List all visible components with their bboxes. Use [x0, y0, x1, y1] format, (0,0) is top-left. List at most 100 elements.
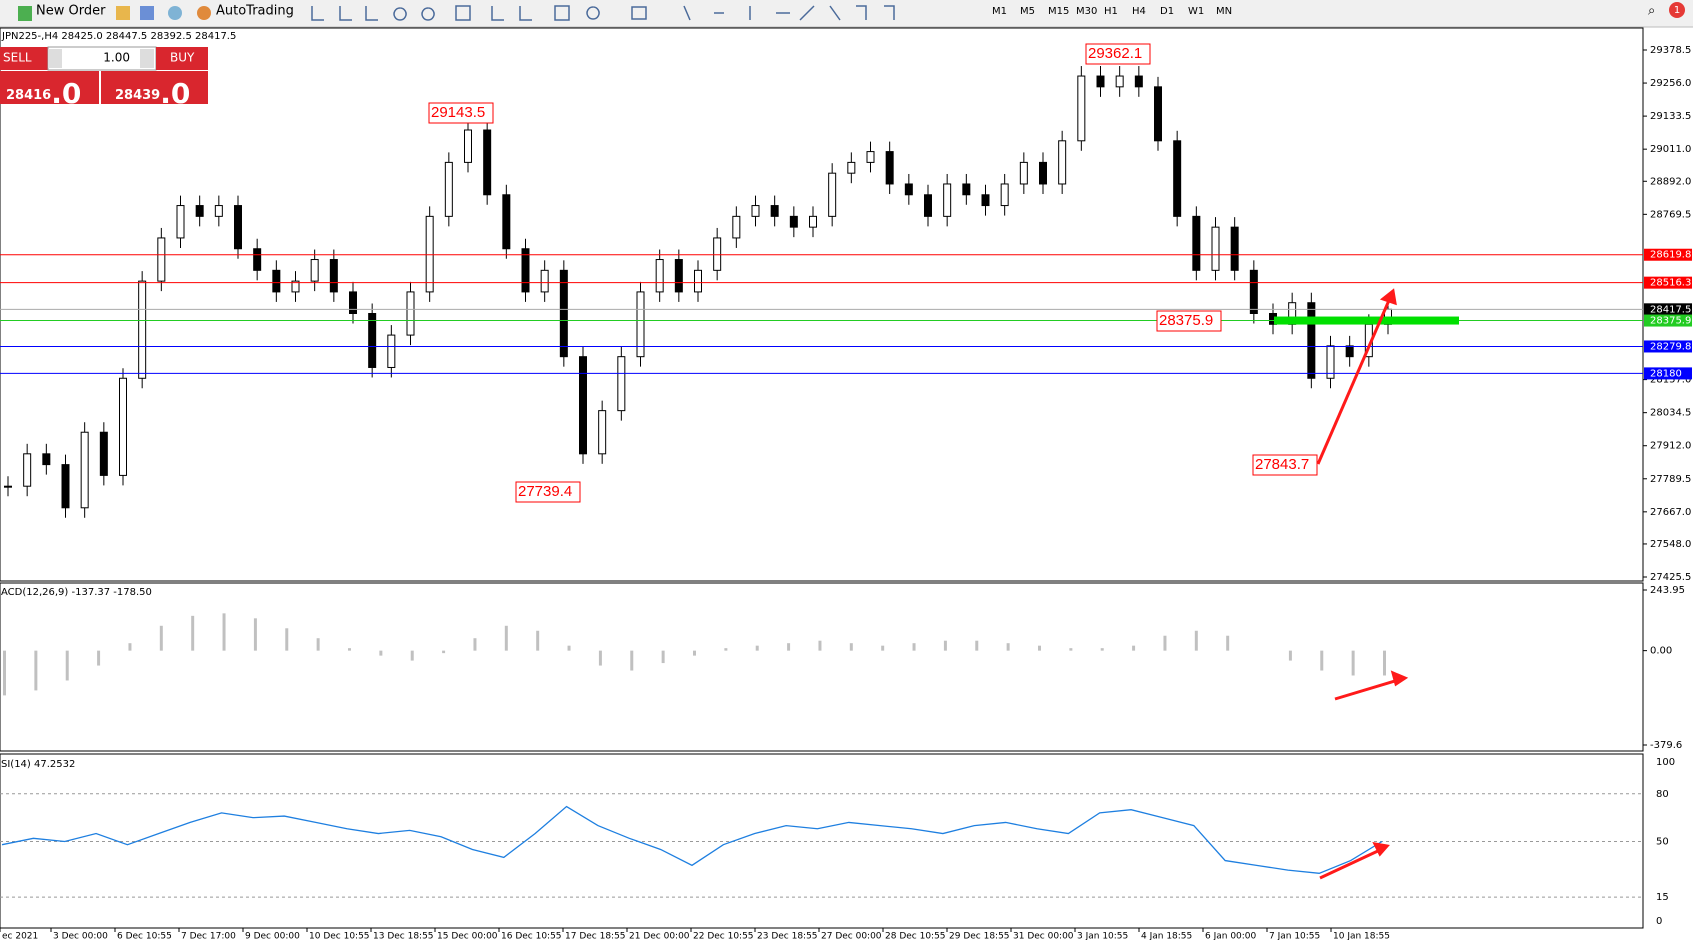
buy-label: BUY	[170, 51, 195, 65]
candle	[157, 237, 166, 282]
candle	[464, 129, 472, 163]
icon[interactable]	[116, 6, 130, 20]
timeframe-button[interactable]: W1	[1188, 6, 1204, 17]
candle	[521, 248, 530, 293]
price-annotation-box	[428, 102, 494, 124]
volume-up[interactable]	[140, 49, 154, 68]
candle	[1096, 75, 1105, 88]
candle	[636, 291, 645, 358]
candle	[176, 205, 185, 239]
candle	[1211, 226, 1220, 271]
bid-price: 28416.0	[6, 77, 81, 110]
y-tick-label: 28157.0	[1650, 375, 1691, 386]
drawings: 29362.1 29143.5 27739.4 28375.9 27843.7	[428, 43, 1459, 503]
price-annotation-box	[515, 481, 581, 503]
y-tick-label: 29256.0	[1650, 78, 1691, 89]
candle	[904, 183, 913, 196]
ask-large: .0	[160, 77, 190, 110]
time-label: 6 Jan 00:00	[1205, 932, 1257, 941]
macd-bar	[818, 640, 822, 651]
autotrading-button[interactable]: AutoTrading	[216, 4, 294, 19]
candle	[42, 453, 51, 466]
candle	[406, 291, 415, 336]
rsi-line	[1, 805, 1383, 874]
price-level-label: 28279.8	[1650, 341, 1691, 352]
candle	[694, 269, 702, 293]
timeframe-button[interactable]: M1	[992, 6, 1007, 17]
candle	[1192, 215, 1201, 271]
autotrading-icon[interactable]	[197, 6, 211, 20]
macd-bar	[1038, 645, 1041, 651]
macd-bar	[1132, 645, 1136, 651]
y-tick-label: 27548.0	[1650, 539, 1691, 550]
volume-input[interactable]	[47, 46, 157, 71]
y-tick-label: 15	[1656, 892, 1669, 903]
candle	[1000, 183, 1009, 207]
candle	[1019, 161, 1028, 185]
macd-bar	[1351, 650, 1355, 676]
candle	[579, 356, 587, 455]
y-tick-label: 28769.5	[1650, 209, 1691, 220]
timeframe-button[interactable]: D1	[1160, 6, 1174, 17]
candle	[809, 215, 817, 228]
y-tick-label: 29011.0	[1650, 144, 1691, 155]
timeframe-button[interactable]: M30	[1076, 6, 1097, 17]
price-level-label: 28417.5	[1650, 304, 1691, 315]
candle	[885, 151, 894, 185]
candle	[847, 161, 856, 174]
price-annotation-box	[1085, 43, 1151, 65]
time-label: 13 Dec 18:55	[373, 932, 434, 941]
alert-badge[interactable]	[1669, 2, 1685, 18]
timeframe-button[interactable]: M15	[1048, 6, 1069, 17]
macd-bar	[536, 630, 540, 651]
candle	[253, 248, 262, 271]
macd-bar	[1226, 635, 1230, 651]
candle	[1249, 269, 1258, 315]
new-order-button[interactable]: New Order	[36, 4, 106, 19]
price-level-tag	[1644, 276, 1692, 289]
candle	[1326, 345, 1335, 379]
candle	[1307, 302, 1316, 379]
time-label: 4 Jan 18:55	[1141, 932, 1192, 941]
candle	[962, 183, 971, 196]
icon[interactable]	[168, 6, 182, 20]
volume-value: 1.00	[103, 51, 130, 65]
time-label: 7 Dec 17:00	[181, 932, 236, 941]
macd-bar	[442, 650, 446, 654]
timeframe-button[interactable]: H4	[1132, 6, 1146, 17]
icon[interactable]	[140, 6, 154, 20]
sell-label: SELL	[3, 51, 32, 65]
green-zone	[1274, 316, 1459, 325]
volume-down[interactable]	[48, 49, 62, 68]
macd-bar	[65, 650, 69, 681]
candle	[272, 269, 281, 293]
candle	[195, 205, 204, 217]
bid-box[interactable]	[0, 71, 99, 104]
price-annotation: 27739.4	[518, 483, 572, 500]
ask-box[interactable]	[101, 71, 208, 104]
macd-bar	[159, 625, 163, 651]
one-click-panel: SELL 1.00 BUY 28416.0 28439.0	[0, 46, 208, 110]
time-label: 28 Dec 10:55	[885, 932, 946, 941]
timeframe-button[interactable]: H1	[1104, 6, 1118, 17]
candle	[598, 410, 607, 455]
candle	[981, 194, 990, 207]
macd-bar	[1194, 630, 1198, 651]
buy-button[interactable]	[156, 47, 208, 70]
price-level-label: 28516.3	[1650, 278, 1691, 289]
time-label: 21 Dec 00:00	[629, 932, 690, 941]
timeframe-button[interactable]: M5	[1020, 6, 1035, 17]
price-level-tag	[1644, 367, 1692, 380]
sell-button[interactable]	[0, 47, 48, 70]
new-order-icon[interactable]	[18, 6, 32, 21]
candle	[1345, 345, 1354, 358]
candle	[674, 259, 683, 293]
search-icon[interactable]: ⌕	[1648, 4, 1655, 19]
candle	[732, 215, 741, 239]
timeframe-button[interactable]: MN	[1216, 6, 1232, 17]
candle	[924, 194, 932, 217]
y-tick-label: -379.6	[1650, 740, 1682, 751]
candle	[444, 161, 453, 217]
